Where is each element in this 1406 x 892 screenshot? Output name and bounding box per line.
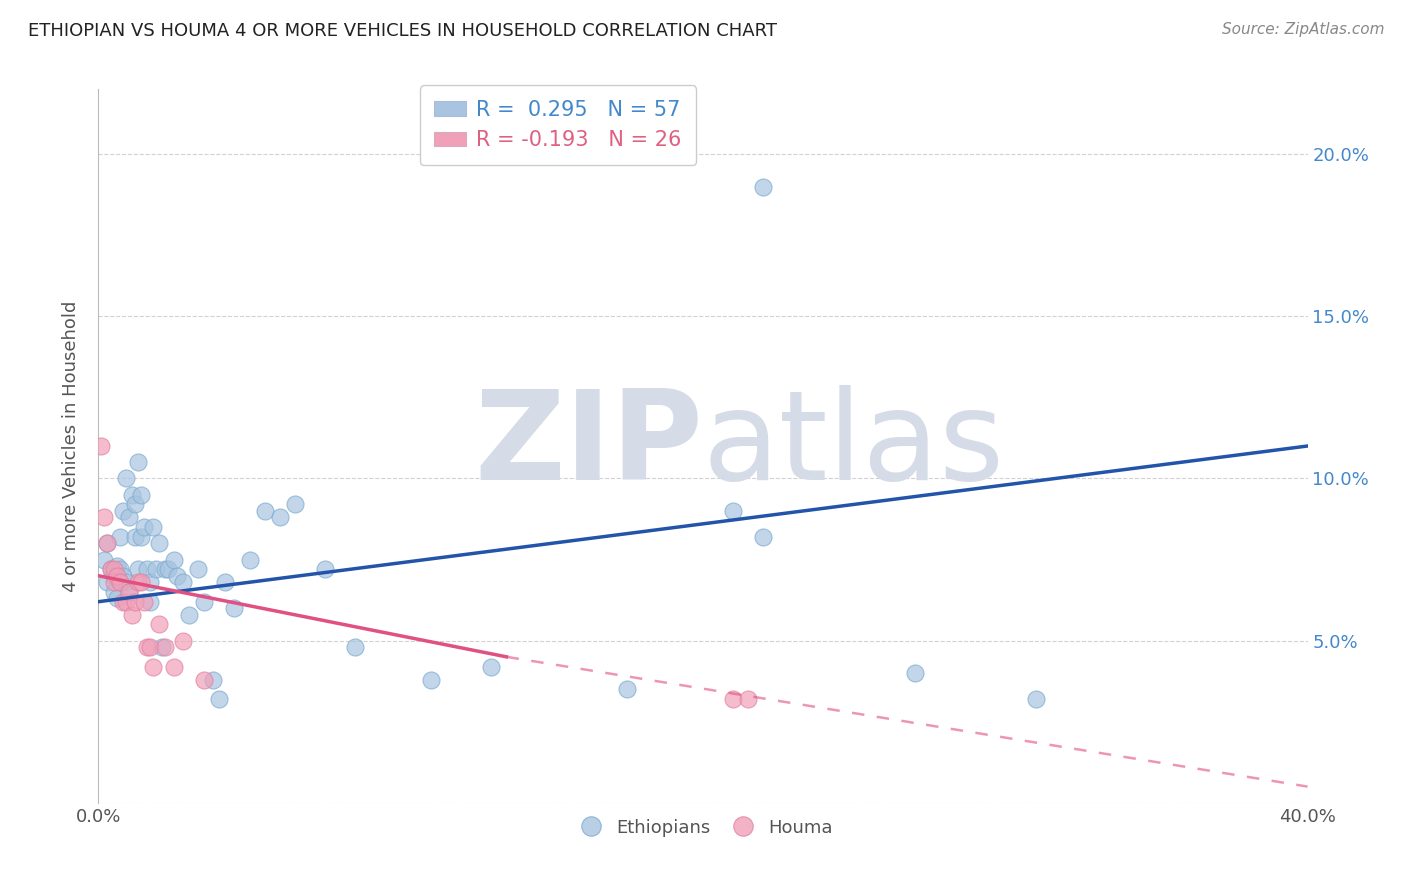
Point	[118, 585, 141, 599]
Point	[114, 575, 136, 590]
Point	[111, 504, 134, 518]
Point	[344, 640, 367, 654]
Point	[96, 536, 118, 550]
Point	[129, 488, 152, 502]
Point	[150, 640, 173, 654]
Point	[129, 530, 152, 544]
Y-axis label: 4 or more Vehicles in Household: 4 or more Vehicles in Household	[62, 301, 80, 591]
Point	[148, 617, 170, 632]
Point	[105, 559, 128, 574]
Point	[139, 575, 162, 590]
Point	[224, 601, 246, 615]
Point	[284, 497, 307, 511]
Point	[148, 536, 170, 550]
Point	[172, 633, 194, 648]
Point	[253, 504, 276, 518]
Point	[153, 640, 176, 654]
Point	[100, 562, 122, 576]
Point	[96, 536, 118, 550]
Point	[163, 552, 186, 566]
Point	[139, 640, 162, 654]
Point	[193, 595, 215, 609]
Point	[239, 552, 262, 566]
Point	[96, 575, 118, 590]
Point	[481, 659, 503, 673]
Legend: Ethiopians, Houma: Ethiopians, Houma	[565, 812, 841, 844]
Point	[1024, 692, 1046, 706]
Point	[314, 562, 336, 576]
Point	[111, 568, 134, 582]
Point	[124, 497, 146, 511]
Point	[139, 595, 162, 609]
Point	[127, 455, 149, 469]
Point	[420, 673, 443, 687]
Point	[103, 575, 125, 590]
Point	[142, 659, 165, 673]
Point	[737, 692, 759, 706]
Point	[187, 562, 209, 576]
Point	[172, 575, 194, 590]
Point	[93, 510, 115, 524]
Text: atlas: atlas	[703, 385, 1005, 507]
Point	[103, 562, 125, 576]
Point	[127, 575, 149, 590]
Point	[132, 595, 155, 609]
Point	[108, 530, 131, 544]
Point	[124, 530, 146, 544]
Point	[121, 607, 143, 622]
Point	[108, 575, 131, 590]
Text: Source: ZipAtlas.com: Source: ZipAtlas.com	[1222, 22, 1385, 37]
Point	[156, 562, 179, 576]
Text: ZIP: ZIP	[474, 385, 703, 507]
Point	[93, 552, 115, 566]
Point	[103, 568, 125, 582]
Point	[202, 673, 225, 687]
Point	[752, 530, 775, 544]
Point	[129, 575, 152, 590]
Point	[723, 692, 745, 706]
Point	[105, 568, 128, 582]
Point	[616, 682, 638, 697]
Point	[108, 575, 131, 590]
Point	[208, 692, 231, 706]
Point	[90, 439, 112, 453]
Point	[269, 510, 291, 524]
Point	[723, 504, 745, 518]
Point	[179, 607, 201, 622]
Point	[127, 562, 149, 576]
Point	[132, 520, 155, 534]
Point	[114, 595, 136, 609]
Text: ETHIOPIAN VS HOUMA 4 OR MORE VEHICLES IN HOUSEHOLD CORRELATION CHART: ETHIOPIAN VS HOUMA 4 OR MORE VEHICLES IN…	[28, 22, 778, 40]
Point	[163, 659, 186, 673]
Point	[135, 640, 157, 654]
Point	[904, 666, 927, 681]
Point	[124, 595, 146, 609]
Point	[103, 585, 125, 599]
Point	[100, 562, 122, 576]
Point	[111, 595, 134, 609]
Point	[135, 562, 157, 576]
Point	[105, 591, 128, 606]
Point	[108, 562, 131, 576]
Point	[153, 562, 176, 576]
Point	[114, 471, 136, 485]
Point	[752, 179, 775, 194]
Point	[145, 562, 167, 576]
Point	[166, 568, 188, 582]
Point	[118, 510, 141, 524]
Point	[214, 575, 236, 590]
Point	[142, 520, 165, 534]
Point	[118, 585, 141, 599]
Point	[193, 673, 215, 687]
Point	[121, 488, 143, 502]
